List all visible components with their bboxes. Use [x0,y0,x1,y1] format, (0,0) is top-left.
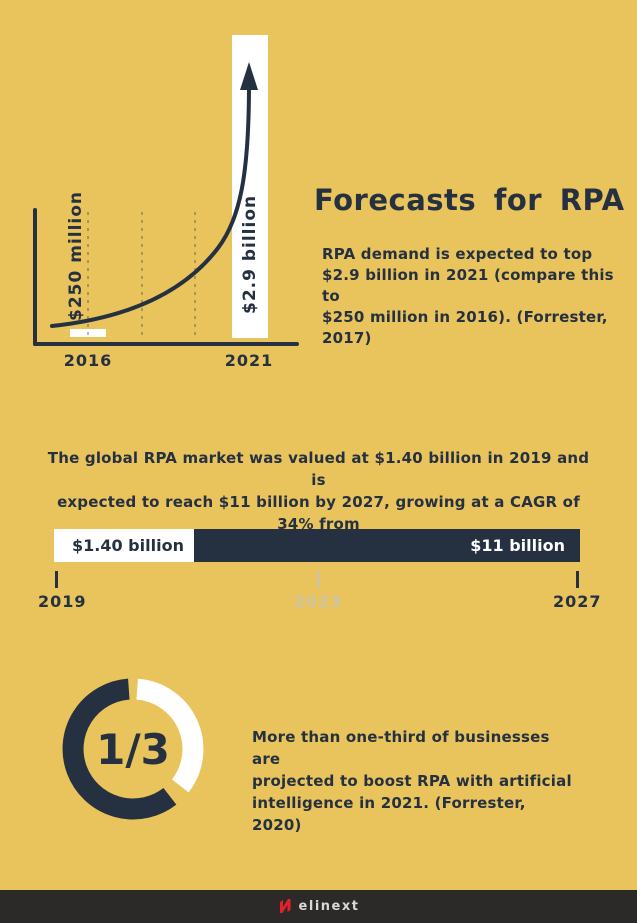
footer-bar: elinext [0,890,637,923]
bar-end-label: $11 billion [470,536,565,555]
timeline-tick-2027 [576,571,579,588]
intro-line: $250 million in 2016). (Forrester, 2017) [322,308,608,347]
growth-curve [50,82,251,328]
intro-line: $2.9 billion in 2021 (compare this to [322,266,614,305]
arrow-up-icon [240,62,258,90]
growth-curve-chart [33,62,299,346]
timeline-tick-2023 [317,571,320,588]
intro-line: RPA demand is expected to top [322,245,593,263]
bar-start-label: $1.40 billion [72,536,184,555]
timeline-label-2027: 2027 [553,592,602,611]
intro-paragraph: RPA demand is expected to top $2.9 billi… [322,244,622,349]
market-size-bar: $1.40 billion $11 billion [54,529,580,562]
x-axis-label-2021: 2021 [224,351,274,370]
adoption-line: intelligence in 2021. (Forrester, 2020) [252,794,526,834]
dashed-gridlines [87,212,196,338]
one-third-donut-chart [62,678,204,820]
elinext-logo-icon [279,899,291,913]
page-title: Forecasts for RPA [314,183,625,217]
timeline-tick-2019 [55,571,58,588]
adoption-paragraph: More than one-third of businesses are pr… [252,726,572,836]
bar-segment-2027: $11 billion [194,529,580,562]
donut-center-label: 1/3 [96,724,170,774]
timeline-label-2019: 2019 [38,592,87,611]
donut-white-arc [136,678,204,793]
x-axis-label-2016: 2016 [63,351,113,370]
brand-name: elinext [298,899,360,914]
axes [33,208,299,346]
donut-navy-arc [62,678,177,820]
bar-segment-2019: $1.40 billion [54,529,194,562]
label-250-million: $250 million [66,190,86,322]
label-2-9-billion: $2.9 billion [240,194,260,314]
market-line: expected to reach $11 billion by 2027, g… [57,493,580,533]
adoption-line: projected to boost RPA with artificial [252,772,572,790]
timeline-label-2023: 2023 [293,592,343,611]
adoption-line: More than one-third of businesses are [252,728,550,768]
growth-highlight-bar-2016 [70,329,106,337]
market-line: The global RPA market was valued at $1.4… [47,449,590,489]
